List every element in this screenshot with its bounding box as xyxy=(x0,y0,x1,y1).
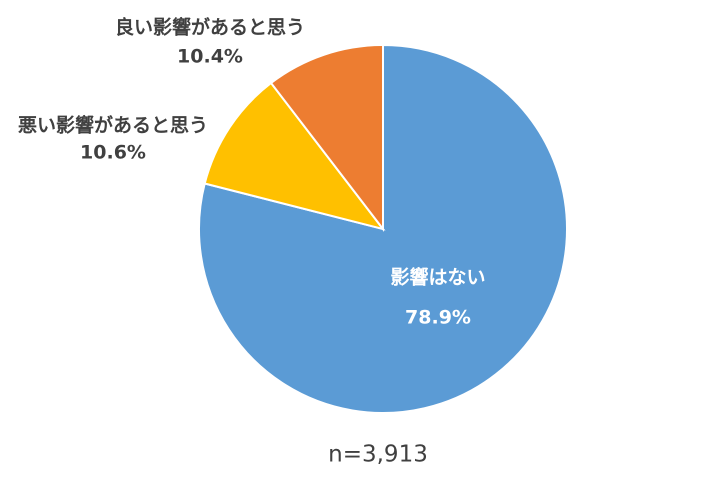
sample-size: n=3,913 xyxy=(328,442,428,468)
pie-slice xyxy=(203,81,386,231)
pie-slice xyxy=(198,43,568,414)
data-label: 10.4% xyxy=(177,46,243,68)
slice-label: 影響はない xyxy=(390,266,485,289)
data-label: 78.9% xyxy=(405,307,471,329)
slice-label: 良い影響があると思う xyxy=(115,16,305,39)
data-label: 10.6% xyxy=(80,142,146,164)
slice-label: 悪い影響があると思う xyxy=(18,114,208,137)
pie-slice xyxy=(269,43,384,232)
